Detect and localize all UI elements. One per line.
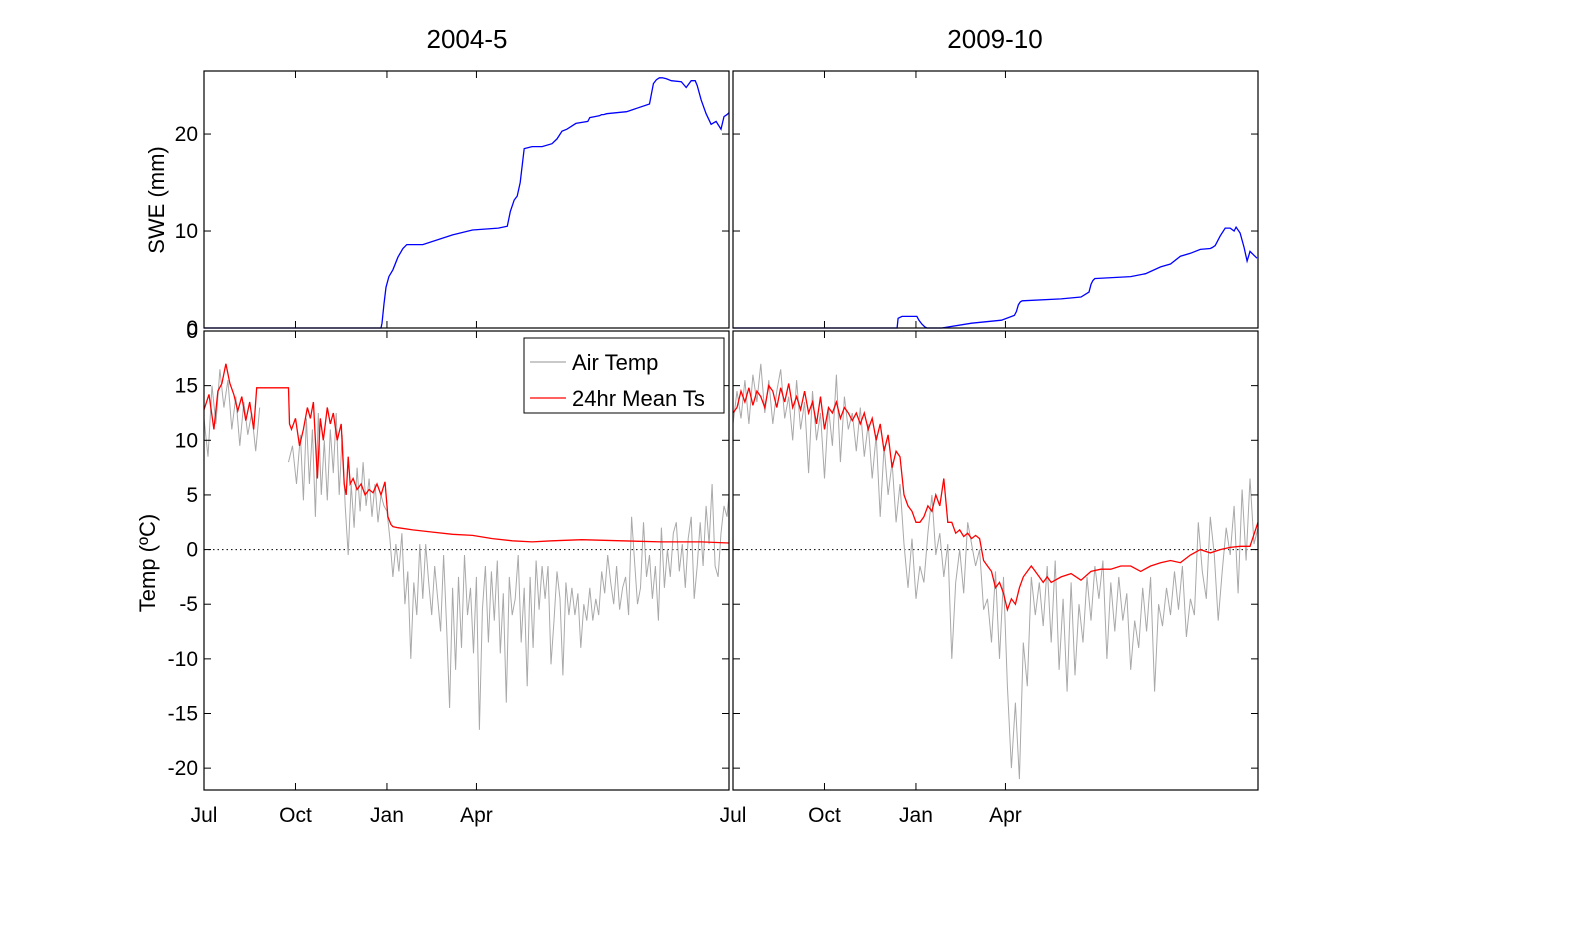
temp-ytick-label-1: 15 [175, 375, 198, 398]
temp-ytick-label-5: -5 [179, 593, 198, 616]
legend-label-air: Air Temp [572, 350, 658, 375]
swe-ytick-label-1: 10 [175, 220, 198, 243]
panel-title-left: 2004-5 [427, 24, 508, 54]
xtick-label-right-2: Jan [899, 804, 933, 827]
legend-box [523, 337, 725, 414]
xtick-label-right-1: Oct [808, 804, 841, 827]
temp-ytick-label-2: 10 [175, 429, 198, 452]
swe-line-left [204, 77, 730, 329]
temp-ytick-label-6: -10 [168, 648, 198, 671]
swe-ylabel: SWE (mm) [144, 146, 169, 254]
temp-ytick-label-7: -15 [168, 703, 198, 726]
swe-ytick-label-2: 20 [175, 123, 198, 146]
legend: Air Temp 24hr Mean Ts [523, 337, 725, 414]
air-temp-line-left-a [203, 369, 261, 457]
swe-panel-right [733, 225, 1258, 329]
temp-ytick-label-3: 5 [186, 484, 198, 507]
xtick-label-left-2: Jan [370, 804, 404, 827]
panel-title-right: 2009-10 [947, 24, 1042, 54]
xtick-label-left-3: Apr [460, 804, 493, 827]
temp-ytick-label-8: -20 [168, 757, 198, 780]
swe-line-right [733, 225, 1258, 329]
axes-layer: Jul Oct Jan Apr Jul Oct Jan Apr010200151050-5-1… [168, 70, 1259, 827]
air-temp-line-left-b [288, 412, 730, 730]
swe-ytick-label-0: 0 [186, 317, 198, 340]
swe-frame-right [732, 70, 1259, 329]
temp-frame-left [203, 330, 730, 791]
xtick-label-left-1: Oct [279, 804, 312, 827]
temp-ytick-label-4: 0 [186, 539, 198, 562]
temp-panel-left [203, 363, 730, 730]
swe-frame-left [203, 70, 730, 329]
mean-ts-line-left [203, 363, 730, 544]
temp-ylabel: Temp (ºC) [135, 514, 160, 612]
xtick-label-left-0: Jul [191, 804, 218, 827]
temp-panel-right [732, 363, 1259, 780]
temp-frame-right [732, 330, 1259, 791]
swe-panel-left [204, 77, 730, 329]
mean-ts-line-right [732, 383, 1259, 612]
xtick-label-right-0: Jul [720, 804, 747, 827]
air-temp-line-right [732, 363, 1259, 780]
temp-ytick-label-0: 0 [186, 320, 198, 343]
xtick-label-right-3: Apr [989, 804, 1022, 827]
legend-label-ts: 24hr Mean Ts [572, 386, 705, 411]
